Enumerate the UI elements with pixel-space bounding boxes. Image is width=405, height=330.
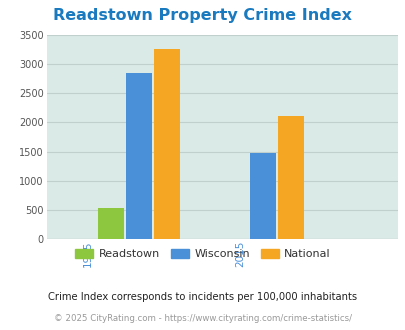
Legend: Readstown, Wisconsin, National: Readstown, Wisconsin, National — [70, 244, 335, 263]
Bar — [154, 49, 180, 239]
Bar — [278, 116, 303, 239]
Text: Crime Index corresponds to incidents per 100,000 inhabitants: Crime Index corresponds to incidents per… — [48, 292, 357, 302]
Text: Readstown Property Crime Index: Readstown Property Crime Index — [53, 8, 352, 23]
Text: © 2025 CityRating.com - https://www.cityrating.com/crime-statistics/: © 2025 CityRating.com - https://www.city… — [54, 314, 351, 323]
Bar — [126, 73, 151, 239]
Bar — [250, 153, 275, 239]
Bar — [98, 208, 124, 239]
